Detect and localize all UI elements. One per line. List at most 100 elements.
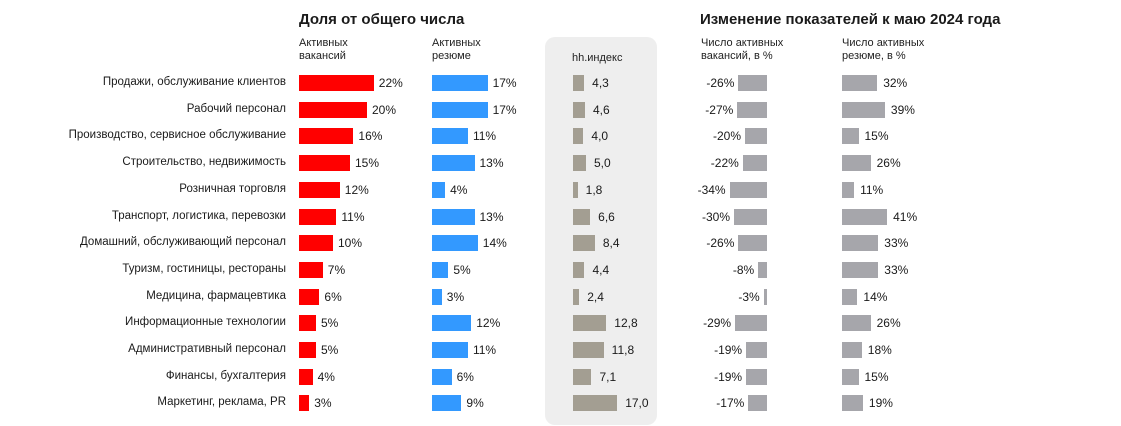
hh-index-value: 8,4 — [602, 236, 620, 251]
resumes-share-bar — [432, 261, 449, 278]
vacancies-share-bar — [299, 235, 333, 252]
resumes-share-value: 12% — [476, 316, 501, 331]
vacancies-share-header: Активных вакансий — [299, 37, 348, 62]
hh-index-bar — [573, 368, 592, 385]
vacancies-change-bar — [742, 155, 767, 172]
resumes-share-value: 11% — [472, 129, 497, 144]
vacancies-share-bar — [299, 101, 367, 118]
vacancies-change-value: -27% — [705, 102, 734, 117]
resumes-change-bar — [842, 101, 885, 118]
hh-index-bar — [573, 208, 591, 225]
resumes-share-value: 9% — [466, 396, 484, 411]
resumes-share-bar — [432, 315, 472, 332]
resumes-share-bar — [432, 101, 488, 118]
vacancies-change-bar — [758, 261, 767, 278]
resumes-change-value: 39% — [890, 102, 915, 117]
vacancies-share-value: 10% — [338, 236, 363, 251]
vacancies-change-header: Число активных вакансий, в % — [701, 37, 784, 62]
hh-index-bar — [573, 101, 585, 118]
category-label: Рабочий персонал — [186, 102, 286, 115]
vacancies-change-value: -19% — [714, 369, 743, 384]
resumes-share-value: 13% — [479, 209, 504, 224]
resumes-change-bar — [842, 75, 878, 91]
vacancies-change-bar — [746, 342, 767, 358]
resumes-share-value: 17% — [492, 76, 517, 90]
resumes-share-value: 11% — [472, 343, 497, 357]
category-label: Транспорт, логистика, перевозки — [111, 209, 286, 222]
vacancies-change-value: -30% — [701, 209, 730, 224]
hh-index-value: 11,8 — [611, 343, 635, 357]
share-title: Доля от общего числа — [299, 11, 465, 28]
vacancies-change-bar — [734, 208, 767, 225]
vacancies-change-bar — [746, 368, 767, 385]
resumes-change-bar — [842, 181, 855, 198]
vacancies-change-value: -19% — [714, 343, 743, 357]
vacancies-share-bar — [299, 395, 310, 412]
resumes-share-bar — [432, 128, 468, 145]
hh-index-header: hh.индекс — [572, 52, 623, 64]
vacancies-share-value: 5% — [321, 343, 339, 357]
vacancies-change-value: -26% — [706, 76, 735, 90]
category-label: Медицина, фармацевтика — [146, 289, 286, 302]
resumes-change-value: 19% — [868, 396, 893, 411]
resumes-change-bar — [842, 395, 863, 412]
resumes-share-bar — [432, 395, 462, 412]
resumes-change-value: 15% — [864, 369, 889, 384]
hh-index-value: 12,8 — [614, 316, 638, 331]
resumes-share-value: 5% — [453, 262, 471, 277]
hh-index-value: 4,0 — [591, 129, 609, 144]
vacancies-change-bar — [748, 395, 767, 412]
hh-index-value: 1,8 — [585, 182, 603, 197]
vacancies-change-value: -26% — [706, 236, 735, 251]
resumes-change-value: 32% — [883, 76, 908, 90]
resumes-change-value: 33% — [884, 236, 909, 251]
hh-index-value: 4,6 — [592, 102, 610, 117]
resumes-share-bar — [432, 155, 475, 172]
vacancies-share-value: 4% — [317, 369, 335, 384]
hh-index-value: 4,4 — [592, 262, 610, 277]
vacancies-change-bar — [738, 235, 767, 252]
vacancies-share-bar — [299, 75, 374, 91]
resumes-share-value: 13% — [479, 156, 504, 171]
resumes-share-bar — [432, 235, 478, 252]
vacancies-change-bar — [737, 101, 767, 118]
resumes-share-bar — [432, 75, 488, 91]
vacancies-share-bar — [299, 128, 354, 145]
vacancies-share-bar — [299, 342, 316, 358]
vacancies-share-value: 22% — [378, 76, 403, 90]
category-label: Туризм, гостиницы, рестораны — [122, 262, 286, 275]
resumes-change-bar — [842, 368, 859, 385]
category-label: Маркетинг, реклама, PR — [157, 396, 286, 409]
resumes-change-bar — [842, 288, 858, 305]
resumes-change-bar — [842, 155, 871, 172]
resumes-change-value: 14% — [863, 289, 888, 304]
change-title: Изменение показателей к маю 2024 года — [700, 11, 1001, 28]
category-label: Административный персонал — [128, 343, 286, 355]
category-label: Информационные технологии — [125, 316, 286, 329]
resumes-share-bar — [432, 342, 468, 358]
hh-index-value: 4,3 — [592, 76, 609, 90]
vacancies-share-bar — [299, 315, 316, 332]
resumes-share-value: 4% — [450, 182, 468, 197]
resumes-share-bar — [432, 208, 475, 225]
category-label: Розничная торговля — [179, 182, 286, 195]
resumes-change-bar — [842, 235, 879, 252]
resumes-change-value: 15% — [864, 129, 889, 144]
vacancies-share-bar — [299, 181, 340, 198]
vacancies-share-bar — [299, 208, 337, 225]
resumes-change-value: 11% — [860, 182, 884, 197]
vacancies-share-value: 7% — [327, 262, 346, 277]
hh-index-bar — [573, 315, 607, 332]
vacancies-change-bar — [738, 75, 767, 91]
hh-index-value: 17,0 — [625, 396, 649, 411]
resumes-share-value: 17% — [492, 102, 517, 117]
vacancies-share-bar — [299, 368, 313, 385]
resumes-change-value: 26% — [876, 156, 901, 171]
hh-index-bar — [573, 155, 586, 172]
hh-index-bar — [573, 288, 580, 305]
vacancies-change-bar — [729, 181, 767, 198]
vacancies-change-value: -22% — [710, 156, 739, 171]
vacancies-change-value: -17% — [716, 396, 745, 411]
vacancies-share-value: 12% — [344, 182, 369, 197]
vacancies-change-bar — [763, 288, 767, 305]
